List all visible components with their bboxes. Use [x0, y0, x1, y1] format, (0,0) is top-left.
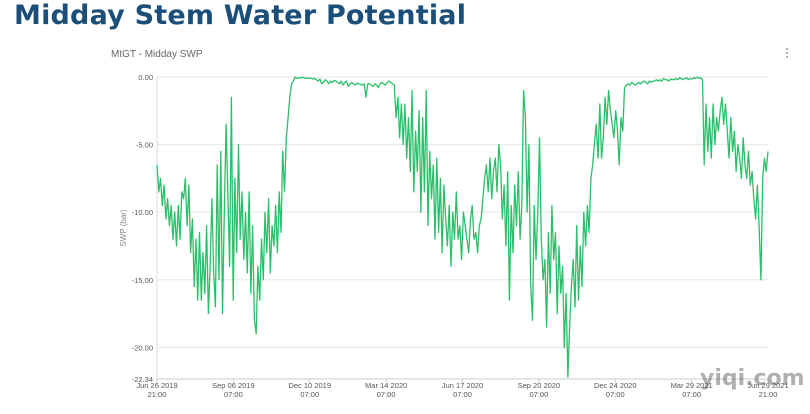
y-axis-label: SWP (bar)	[119, 209, 128, 247]
x-tick-labels: Jun 26 2019 21:00 Sep 06 2019 07:00 Dec 10 2…	[136, 381, 788, 399]
watermark: yiqi.com	[700, 366, 805, 391]
x-tick-label: Jun 29 2021 21:00	[747, 381, 788, 399]
y-tick-label: -5.00	[136, 141, 153, 150]
series-layer	[156, 76, 769, 378]
x-tick-label: Dec 24 2020 07:00	[594, 381, 637, 399]
y-tick-label: -22.34	[132, 375, 153, 384]
y-tick-label: -10.00	[132, 208, 153, 217]
y-tick-label: 0.00	[138, 73, 153, 82]
x-tick-label: Jun 17 2020 07:00	[442, 381, 483, 399]
x-tick-label: Dec 10 2019 07:00	[288, 381, 331, 399]
x-tick-label: Sep 06 2019 07:00	[212, 381, 255, 399]
swp-series-line	[156, 76, 769, 378]
y-tick-label: -15.00	[132, 276, 153, 285]
axis-layer	[156, 77, 769, 383]
y-tick-label: -20.00	[132, 343, 153, 352]
x-tick-label: Mar 29 2021 07:00	[671, 381, 713, 399]
x-tick-label: Jun 26 2019 21:00	[136, 381, 177, 399]
x-tick-label: Sep 20 2020 07:00	[518, 381, 561, 399]
chart-title: MtGT - Midday SWP	[111, 49, 203, 60]
x-tick-label: Mar 14 2020 07:00	[365, 381, 407, 399]
y-tick-labels: 0.00 -5.00 -10.00 -15.00 -20.00 -22.34	[132, 73, 153, 384]
page-title: Midday Stem Water Potential	[14, 0, 467, 31]
chart-menu-icon[interactable]	[783, 48, 791, 62]
